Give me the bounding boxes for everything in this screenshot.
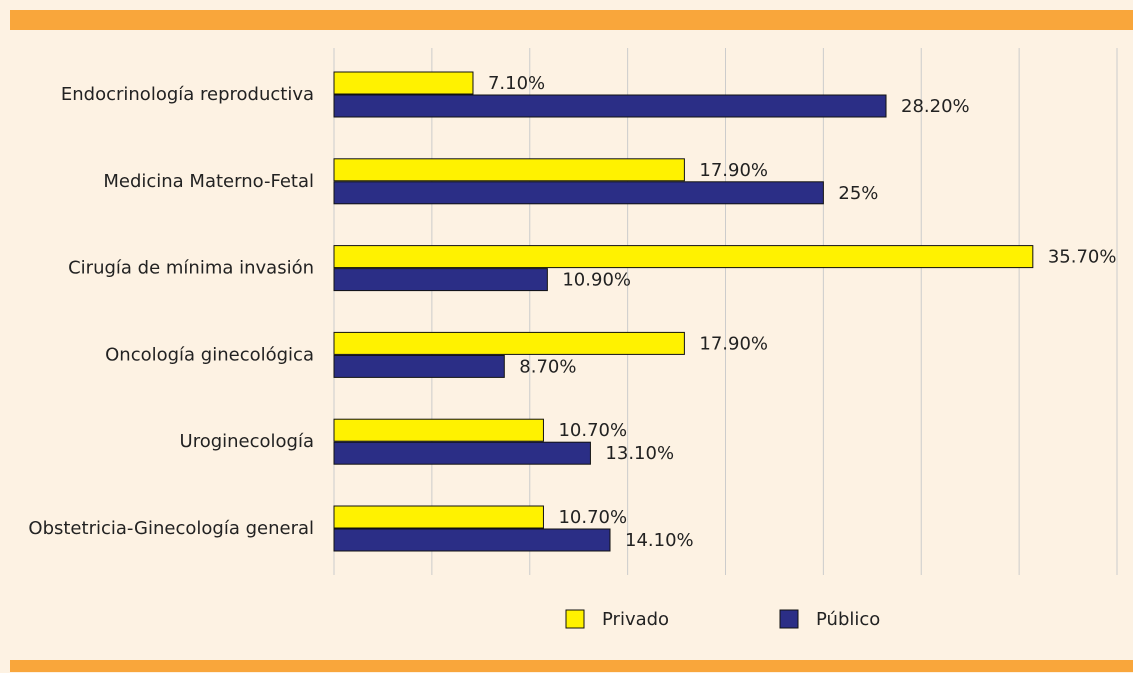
y-tick-label: Medicina Materno-Fetal — [103, 171, 314, 192]
bar — [333, 181, 824, 205]
y-tick-label: Oncología ginecológica — [105, 344, 314, 365]
bar — [333, 528, 611, 552]
value-label: 10.90% — [562, 270, 631, 291]
value-label: 25% — [838, 183, 878, 204]
bar — [333, 331, 685, 355]
value-label: 35.70% — [1048, 247, 1117, 268]
bar — [333, 94, 887, 118]
bar — [333, 268, 548, 292]
legend-label: Público — [816, 609, 880, 630]
y-tick-label: Obstetricia-Ginecología general — [28, 518, 314, 539]
bar — [333, 505, 544, 529]
bar — [333, 354, 505, 378]
value-label: 7.10% — [488, 73, 545, 94]
legend-swatch — [565, 609, 585, 629]
value-label: 10.70% — [558, 420, 627, 441]
top-band — [10, 10, 1133, 30]
value-label: 8.70% — [519, 356, 576, 377]
value-label: 28.20% — [901, 96, 970, 117]
value-label: 10.70% — [558, 507, 627, 528]
bar — [333, 418, 544, 442]
bar — [333, 71, 474, 95]
value-label: 14.10% — [625, 530, 694, 551]
bar — [333, 441, 591, 465]
value-label: 13.10% — [605, 443, 674, 464]
legend-swatch — [779, 609, 799, 629]
legend-label: Privado — [602, 609, 669, 630]
bar — [333, 158, 685, 182]
y-tick-label: Cirugía de mínima invasión — [68, 258, 314, 279]
bottom-band — [10, 660, 1133, 672]
bar — [333, 245, 1034, 269]
y-tick-label: Uroginecología — [180, 431, 314, 452]
value-label: 17.90% — [699, 160, 768, 181]
y-tick-label: Endocrinología reproductiva — [61, 84, 314, 105]
value-label: 17.90% — [699, 333, 768, 354]
